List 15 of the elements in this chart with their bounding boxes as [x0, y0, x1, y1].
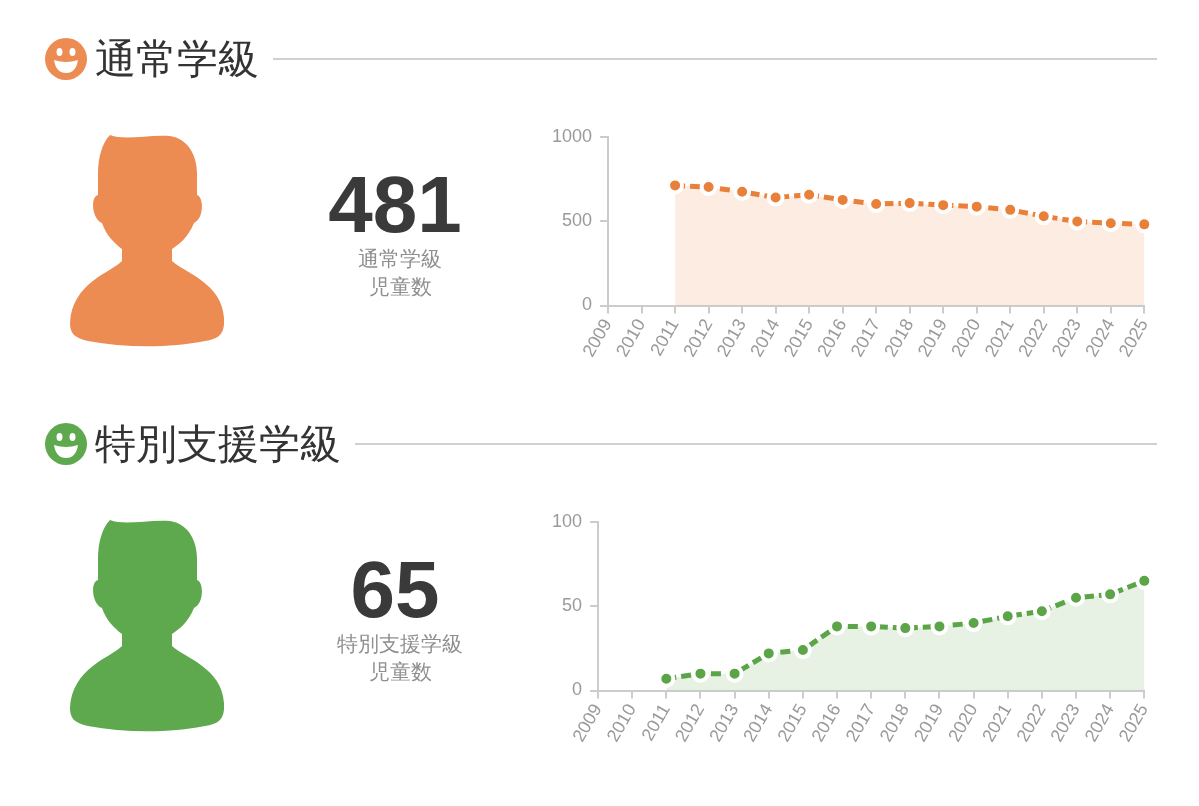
text: 特別支援学級	[337, 631, 463, 657]
y-tick-label: 500	[562, 210, 593, 231]
text: 通常学級	[358, 246, 442, 272]
text: 児童数	[368, 659, 432, 685]
text: 通常学級	[95, 35, 259, 84]
y-tick-label: 0	[572, 679, 583, 700]
y-tick-label: 1000	[552, 125, 593, 146]
point	[793, 641, 812, 660]
text: 特別支援学級	[95, 420, 341, 469]
text: 481	[328, 160, 462, 249]
y-tick-label: 100	[551, 510, 583, 531]
y-tick-label: 0	[582, 294, 593, 315]
text: 児童数	[368, 274, 432, 300]
text: 65	[350, 545, 440, 634]
y-tick-label: 50	[562, 595, 583, 616]
